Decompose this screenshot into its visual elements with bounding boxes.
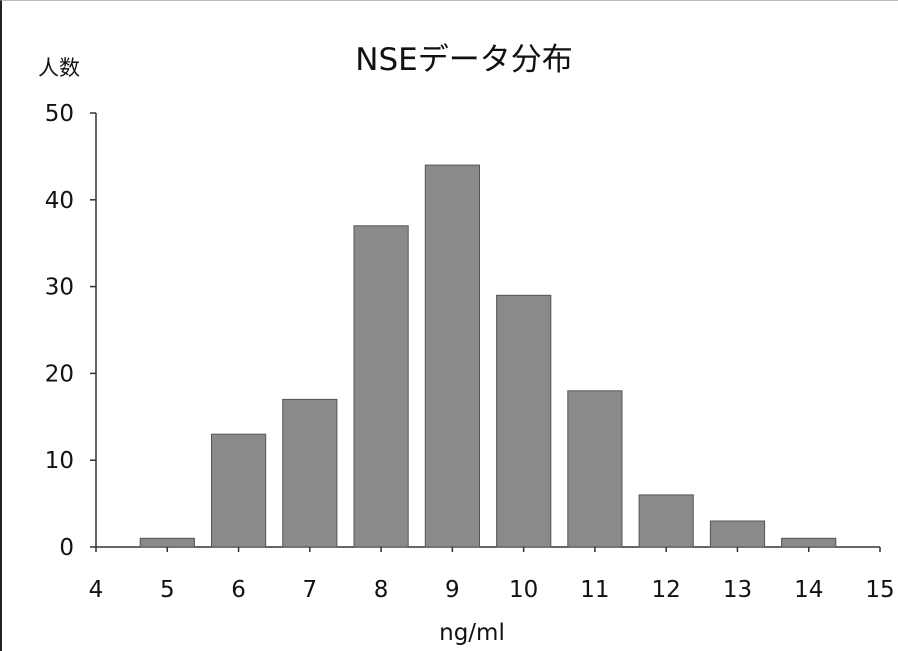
x-tick-label-8: 8 — [374, 577, 389, 603]
bar-8 — [353, 225, 409, 548]
bar-9 — [424, 164, 480, 548]
x-tick-label-5: 5 — [160, 577, 175, 603]
x-tick-label-4: 4 — [89, 577, 104, 603]
bar-11 — [567, 390, 623, 548]
x-ticks-group: 4 5 6 7 8 9 10 11 12 13 14 15 — [89, 547, 895, 603]
x-tick-label-6: 6 — [231, 577, 246, 603]
bar-7 — [282, 398, 338, 548]
y-tick-label-50: 50 — [45, 101, 74, 127]
bars-group — [139, 164, 837, 548]
y-tick-label-40: 40 — [45, 188, 74, 214]
y-tick-label-20: 20 — [45, 361, 74, 387]
y-axis-label: 人数 — [38, 56, 80, 80]
x-axis-label: ng/ml — [439, 620, 505, 646]
x-tick-label-11: 11 — [580, 577, 609, 603]
chart-title: NSEデータ分布 — [355, 42, 572, 78]
x-tick-label-12: 12 — [652, 577, 681, 603]
x-tick-label-14: 14 — [794, 577, 823, 603]
x-tick-label-13: 13 — [723, 577, 752, 603]
x-tick-label-9: 9 — [445, 577, 460, 603]
y-tick-label-10: 10 — [45, 448, 74, 474]
bar-6 — [211, 433, 267, 548]
x-tick-label-15: 15 — [865, 577, 894, 603]
y-tick-label-0: 0 — [59, 535, 74, 561]
x-tick-label-7: 7 — [302, 577, 317, 603]
bar-12 — [638, 494, 694, 548]
y-tick-label-30: 30 — [45, 275, 74, 301]
x-tick-label-10: 10 — [509, 577, 538, 603]
bar-14 — [781, 537, 837, 548]
bar-5 — [139, 537, 195, 548]
bar-13 — [709, 520, 766, 548]
bar-10 — [496, 294, 552, 548]
y-ticks-group: 0 10 20 30 40 50 — [45, 101, 96, 561]
